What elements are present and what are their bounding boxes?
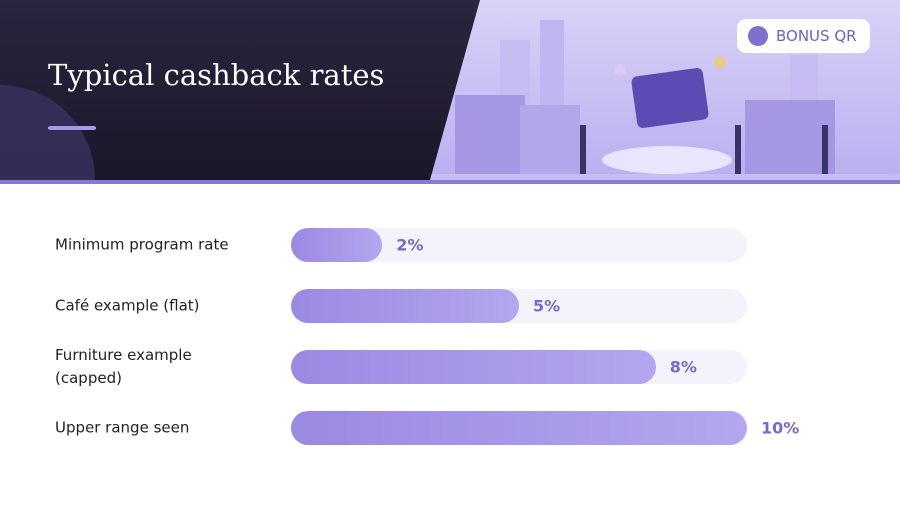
brand-logo: BONUS QR bbox=[737, 19, 870, 53]
value-label: 2% bbox=[396, 235, 424, 255]
value-label: 8% bbox=[669, 357, 697, 377]
chart-title: Typical cashback rates bbox=[48, 58, 385, 92]
category-label: Café example (flat) bbox=[55, 296, 200, 315]
value-label: 5% bbox=[533, 296, 561, 316]
category-label: Furniture example (capped) bbox=[55, 346, 192, 387]
bar bbox=[291, 228, 383, 262]
category-label: Minimum program rate bbox=[55, 235, 229, 254]
bar bbox=[291, 411, 747, 445]
brand-name: BONUS QR bbox=[776, 27, 857, 45]
bar bbox=[291, 289, 519, 323]
bar bbox=[291, 350, 656, 384]
logo-icon bbox=[748, 26, 768, 46]
value-label: 10% bbox=[761, 418, 800, 438]
category-label: Upper range seen bbox=[55, 418, 190, 437]
